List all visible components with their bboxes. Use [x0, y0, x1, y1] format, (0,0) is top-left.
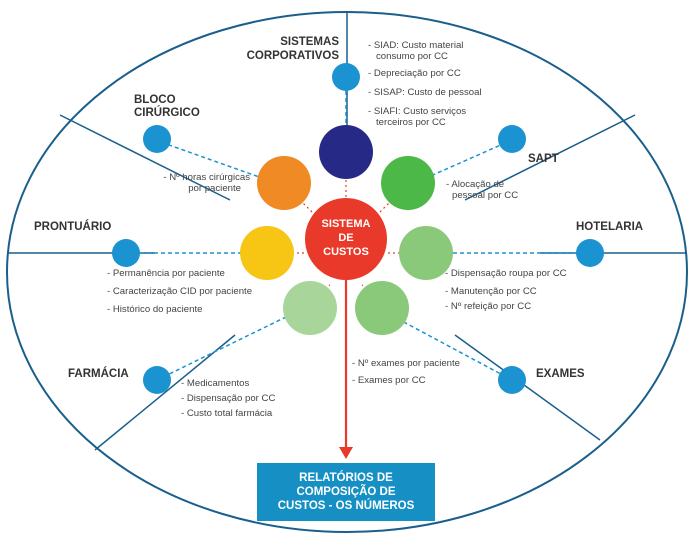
connector-bloco	[154, 139, 263, 179]
item-prontuario-3: - Histórico do paciente	[107, 304, 202, 315]
items-corporativos: - SIAD: Custo material consumo por CC - …	[368, 40, 482, 128]
report-label-line-1: RELATÓRIOS DE	[299, 471, 393, 484]
center-label-line-2: DE	[338, 232, 353, 244]
item-hotelaria-2: - Manutenção por CC	[445, 286, 537, 297]
item-exames-1: - Nº exames por paciente	[352, 358, 460, 369]
title-hotelaria: HOTELARIA	[576, 221, 643, 233]
title-farmacia: FARMÁCIA	[68, 367, 129, 380]
node-hotelaria	[576, 239, 604, 267]
item-corporativos-3: - Depreciação por CC	[368, 68, 461, 79]
item-corporativos-4: - SISAP: Custo de pessoal	[368, 87, 482, 98]
satellite-circle-light-green-right	[399, 226, 453, 280]
satellite-circle-green	[381, 156, 435, 210]
item-corporativos-1: - SIAD: Custo material	[368, 40, 463, 51]
title-bloco-line-2: CIRÚRGICO	[134, 106, 200, 119]
center-circle	[305, 198, 387, 280]
node-corporativos	[332, 63, 360, 91]
items-sapt: - Alocação de pessoal por CC	[446, 179, 518, 201]
report-box	[257, 463, 435, 521]
items-exames: - Nº exames por paciente - Exames por CC	[352, 358, 460, 386]
title-prontuario: PRONTUÁRIO	[34, 220, 111, 233]
item-sapt-2: pessoal por CC	[452, 190, 518, 201]
item-hotelaria-1: - Dispensação roupa por CC	[445, 268, 567, 279]
items-hotelaria: - Dispensação roupa por CC - Manutenção …	[445, 268, 567, 312]
item-prontuario-2: - Caracterização CID por paciente	[107, 286, 252, 297]
connector-farmacia	[156, 314, 291, 381]
center-label-line-1: SISTEMA	[322, 218, 371, 230]
node-sapt	[498, 125, 526, 153]
node-prontuario	[112, 239, 140, 267]
items-farmacia: - Medicamentos - Dispensação por CC - Cu…	[181, 378, 275, 419]
title-bloco-line-1: BLOCO	[134, 94, 176, 106]
item-prontuario-1: - Permanência por paciente	[107, 268, 225, 279]
item-farmacia-3: - Custo total farmácia	[181, 408, 273, 419]
divider-lower-left	[94, 334, 236, 451]
item-bloco-1: - Nº horas cirúrgicas	[163, 172, 250, 183]
satellite-circle-yellow	[240, 226, 294, 280]
connector-sapt	[425, 139, 513, 179]
item-farmacia-2: - Dispensação por CC	[181, 393, 275, 404]
node-exames	[498, 366, 526, 394]
item-farmacia-1: - Medicamentos	[181, 378, 249, 389]
divider-upper-right	[464, 114, 636, 201]
item-exames-2: - Exames por CC	[352, 375, 426, 386]
divider-upper-left	[59, 114, 231, 201]
connector-exames	[399, 319, 513, 381]
item-sapt-1: - Alocação de	[446, 179, 504, 190]
center-label-line-3: CUSTOS	[323, 246, 369, 258]
items-bloco: - Nº horas cirúrgicas por paciente	[163, 172, 250, 194]
report-arrow-head	[339, 447, 353, 459]
node-farmacia	[143, 366, 171, 394]
satellite-circle-orange	[257, 156, 311, 210]
item-corporativos-2: consumo por CC	[376, 51, 448, 62]
satellite-circle-navy	[319, 125, 373, 179]
items-prontuario: - Permanência por paciente - Caracteriza…	[107, 268, 252, 315]
title-corporativos-line-2: CORPORATIVOS	[247, 50, 340, 62]
item-bloco-2: por paciente	[188, 183, 241, 194]
satellite-circle-light-green-lower	[355, 281, 409, 335]
divider-lower-right	[454, 334, 601, 441]
satellite-circle-pale-green	[283, 281, 337, 335]
node-bloco	[143, 125, 171, 153]
report-label-line-2: COMPOSIÇÃO DE	[296, 485, 395, 498]
report-label-line-3: CUSTOS - OS NÚMEROS	[278, 499, 415, 512]
title-corporativos-line-1: SISTEMAS	[280, 36, 339, 48]
item-corporativos-6: terceiros por CC	[376, 117, 446, 128]
item-corporativos-5: - SIAFI: Custo serviços	[368, 106, 466, 117]
title-sapt: SAPT	[528, 153, 559, 165]
item-hotelaria-3: - Nº refeição por CC	[445, 301, 531, 312]
title-exames: EXAMES	[536, 368, 585, 380]
